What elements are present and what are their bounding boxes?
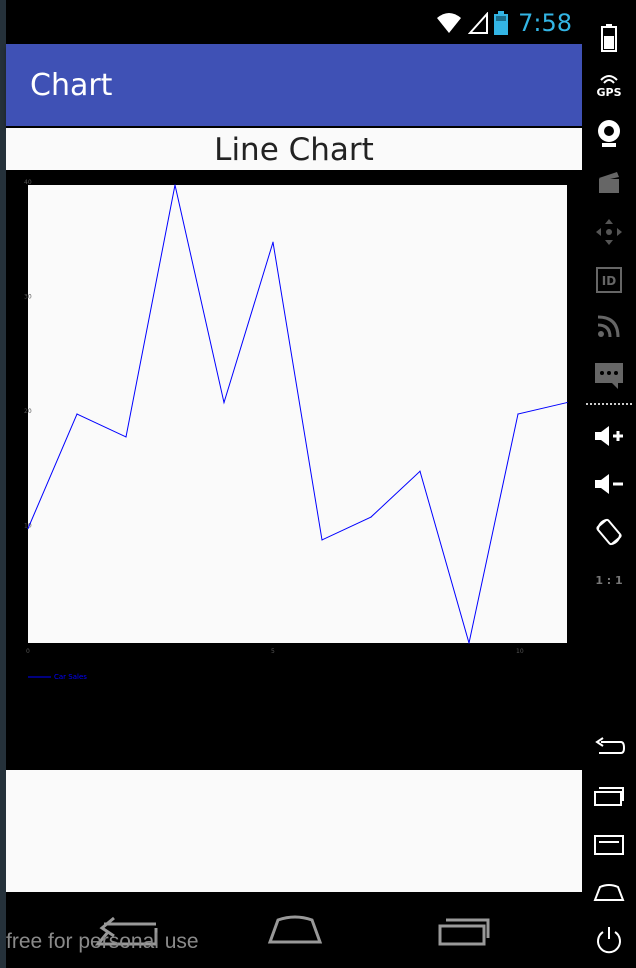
- data-point: [125, 436, 127, 438]
- navigation-bar: [6, 892, 582, 968]
- battery-icon: [494, 11, 509, 35]
- home-button[interactable]: [582, 872, 636, 912]
- rotate-button[interactable]: [582, 512, 636, 552]
- power-button[interactable]: [582, 920, 636, 960]
- line-chart-svg: 10 20 30 40 0 5 10 Car Sales: [24, 179, 568, 681]
- panel-divider: [586, 403, 632, 405]
- power-icon: [597, 927, 621, 954]
- rotate-icon: [596, 518, 622, 546]
- sms-button[interactable]: [582, 356, 636, 396]
- recents-icon: [594, 787, 624, 806]
- screen-record-button[interactable]: [582, 162, 636, 202]
- svg-text:ID: ID: [602, 274, 616, 288]
- data-point: [272, 241, 274, 243]
- x-tick-label: 5: [271, 648, 275, 655]
- scale-label: 1 : 1: [595, 573, 623, 587]
- plot-background: [28, 185, 567, 643]
- dpad-button[interactable]: [582, 212, 636, 252]
- bottom-panel: [6, 770, 582, 892]
- dpad-icon: [596, 219, 622, 245]
- device-id-button[interactable]: ID: [582, 260, 636, 300]
- network-button[interactable]: [582, 306, 636, 346]
- wifi-icon: [437, 13, 462, 33]
- x-tick-label: 10: [516, 648, 524, 655]
- volume-down-button[interactable]: [582, 464, 636, 504]
- data-point: [566, 401, 568, 404]
- scale-button[interactable]: 1 : 1: [582, 560, 636, 600]
- status-clock: 7:58: [518, 9, 572, 37]
- app-title: Chart: [30, 68, 113, 103]
- volume-up-icon: [595, 426, 623, 446]
- battery-tool-icon: [601, 24, 617, 52]
- series-line: [27, 184, 568, 644]
- data-point: [27, 527, 29, 530]
- chart-header: Line Chart: [6, 128, 582, 170]
- back-nav-icon[interactable]: [94, 914, 160, 948]
- camera-button[interactable]: [582, 114, 636, 154]
- app-bar: Chart: [6, 44, 582, 126]
- x-tick-label: 0: [26, 648, 30, 655]
- message-icon: [595, 363, 623, 389]
- emulator-side-panel: GPS ID: [582, 0, 636, 968]
- y-tick-label: 30: [24, 294, 32, 301]
- data-point: [174, 184, 176, 186]
- volume-down-icon: [595, 474, 623, 494]
- recents-button[interactable]: [582, 776, 636, 816]
- volume-up-button[interactable]: [582, 416, 636, 456]
- webcam-icon: [598, 120, 620, 147]
- back-button[interactable]: [582, 726, 636, 766]
- y-tick-label: 20: [24, 408, 32, 415]
- menu-icon: [594, 835, 624, 855]
- gps-button[interactable]: GPS: [582, 66, 636, 106]
- id-icon: ID: [596, 267, 622, 293]
- clapperboard-icon: [599, 172, 619, 193]
- watermark-text: free for personal use: [6, 930, 199, 953]
- status-icons: 7:58: [436, 8, 572, 38]
- legend-label: Car Sales: [54, 673, 87, 681]
- data-point: [517, 413, 519, 415]
- rss-icon: [597, 315, 620, 338]
- chart-title: Line Chart: [214, 132, 374, 168]
- gps-label: GPS: [596, 85, 622, 99]
- recents-nav-icon[interactable]: [436, 914, 492, 946]
- signal-icon: [468, 12, 489, 34]
- line-chart[interactable]: 10 20 30 40 0 5 10 Car Sales: [6, 170, 582, 770]
- window-left-edge: [0, 0, 6, 968]
- y-tick-label: 10: [24, 523, 32, 530]
- data-point: [370, 516, 372, 518]
- status-bar: 7:58: [6, 0, 582, 44]
- data-point: [223, 401, 225, 404]
- data-point: [321, 539, 323, 541]
- back-icon: [595, 737, 625, 754]
- menu-button[interactable]: [582, 824, 636, 864]
- data-point: [419, 470, 421, 472]
- home-icon: [593, 884, 625, 901]
- data-point: [76, 413, 78, 415]
- data-point: [468, 642, 470, 644]
- gps-signal-icon: [600, 74, 618, 84]
- y-tick-label: 40: [24, 179, 32, 186]
- battery-button[interactable]: [582, 18, 636, 58]
- home-nav-icon[interactable]: [266, 914, 324, 946]
